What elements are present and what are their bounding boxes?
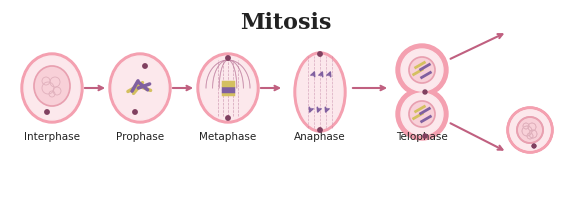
Ellipse shape xyxy=(510,110,550,150)
Circle shape xyxy=(45,110,49,114)
Ellipse shape xyxy=(507,107,553,153)
Circle shape xyxy=(396,88,448,140)
Ellipse shape xyxy=(34,66,70,106)
Circle shape xyxy=(396,44,448,96)
Ellipse shape xyxy=(510,110,550,150)
Ellipse shape xyxy=(200,56,256,120)
Circle shape xyxy=(423,134,427,138)
Circle shape xyxy=(401,93,443,135)
Text: Metaphase: Metaphase xyxy=(199,132,257,142)
Circle shape xyxy=(226,56,230,60)
Ellipse shape xyxy=(409,101,435,127)
Circle shape xyxy=(318,128,322,132)
Ellipse shape xyxy=(409,57,435,83)
Text: Mitosis: Mitosis xyxy=(240,12,332,34)
Circle shape xyxy=(423,90,427,94)
Ellipse shape xyxy=(507,107,553,153)
Text: Interphase: Interphase xyxy=(24,132,80,142)
Ellipse shape xyxy=(24,56,80,120)
Text: Telophase: Telophase xyxy=(396,132,448,142)
Ellipse shape xyxy=(112,56,168,120)
Ellipse shape xyxy=(21,53,83,123)
Circle shape xyxy=(133,110,137,114)
Text: Anaphase: Anaphase xyxy=(294,132,346,142)
Circle shape xyxy=(401,49,443,91)
Ellipse shape xyxy=(517,117,543,143)
Ellipse shape xyxy=(297,55,343,129)
Circle shape xyxy=(143,64,147,68)
Circle shape xyxy=(532,144,536,148)
Circle shape xyxy=(532,144,536,148)
Ellipse shape xyxy=(294,52,346,132)
Circle shape xyxy=(226,116,230,120)
Circle shape xyxy=(318,52,322,56)
Text: Prophase: Prophase xyxy=(116,132,164,142)
Ellipse shape xyxy=(197,53,259,123)
Ellipse shape xyxy=(517,117,543,143)
Ellipse shape xyxy=(109,53,171,123)
